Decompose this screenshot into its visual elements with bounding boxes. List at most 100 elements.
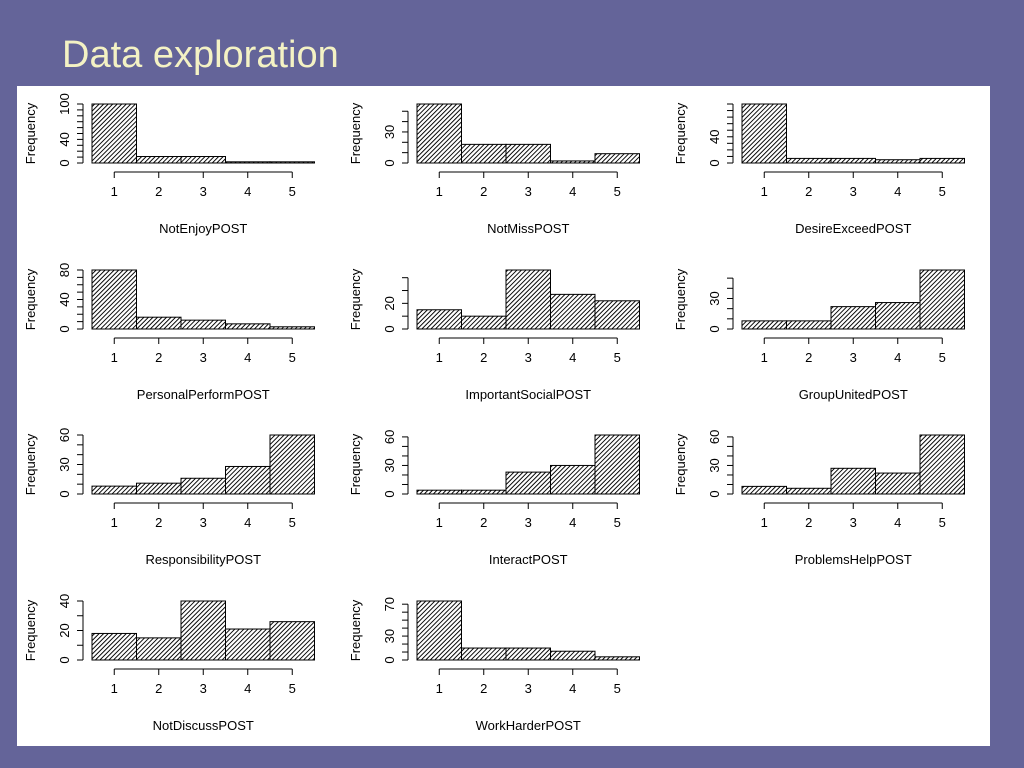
slide-title: Data exploration (62, 34, 339, 76)
histogram-bar (180, 600, 226, 661)
histogram-bar (919, 157, 965, 164)
histogram-bar (594, 300, 640, 330)
histogram-bar (741, 320, 787, 330)
y-tick-label: 80 (57, 263, 72, 277)
y-tick-label: 70 (382, 597, 397, 611)
histogram-bar (786, 487, 832, 495)
histogram-bar (875, 472, 921, 495)
histogram-bar (136, 156, 182, 164)
x-axis-label: InteractPOST (489, 552, 568, 567)
x-tick-label: 1 (761, 515, 768, 530)
x-tick-label: 4 (569, 350, 576, 365)
histogram-bar (136, 482, 182, 495)
x-axis-label: ProblemsHelpPOST (795, 552, 912, 567)
x-tick-label: 2 (805, 184, 812, 199)
x-tick-label: 3 (850, 515, 857, 530)
histogram-bar (180, 477, 226, 495)
x-tick-label: 5 (939, 184, 946, 199)
y-tick-label: 0 (707, 490, 722, 497)
y-axis-label: Frequency (23, 268, 38, 330)
x-axis-label: NotEnjoyPOST (159, 221, 247, 236)
x-tick-label: 1 (111, 184, 118, 199)
y-axis-label: Frequency (673, 102, 688, 164)
x-tick-label: 3 (525, 515, 532, 530)
y-axis-label: Frequency (23, 102, 38, 164)
y-tick-label: 0 (57, 325, 72, 332)
histogram-bar (180, 156, 226, 164)
histogram-bar (136, 637, 182, 661)
histogram-bar (461, 647, 507, 661)
y-tick-label: 30 (57, 457, 72, 471)
histogram-bar (461, 315, 507, 330)
histogram-bar (180, 319, 226, 330)
y-tick-label: 30 (707, 458, 722, 472)
histogram-bar (550, 293, 596, 330)
histogram-bar (786, 320, 832, 330)
y-tick-label: 0 (707, 159, 722, 166)
y-tick-label: 60 (707, 430, 722, 444)
x-tick-label: 4 (244, 515, 251, 530)
x-tick-label: 4 (244, 184, 251, 199)
y-tick-label: 20 (57, 623, 72, 637)
plot-panel: 1 2 3 4 5 NotEnjoyPOST 0 40 100 Frequency 1 2 3 4 5 Not… (17, 86, 990, 746)
histogram-bar (875, 302, 921, 330)
histogram-bar (269, 621, 315, 661)
y-tick-label: 0 (382, 159, 397, 166)
x-tick-label: 3 (850, 350, 857, 365)
y-tick-label: 0 (382, 490, 397, 497)
histogram-bar (136, 316, 182, 330)
x-axis-label: WorkHarderPOST (476, 718, 581, 733)
histogram-InteractPOST: 1 2 3 4 5 InteractPOST 0 30 60 Frequency (348, 430, 640, 567)
histogram-bar (225, 161, 271, 164)
histogram-bar (594, 656, 640, 661)
histogram-bar (416, 309, 462, 330)
x-tick-label: 2 (155, 184, 162, 199)
histogram-NotEnjoyPOST: 1 2 3 4 5 NotEnjoyPOST 0 40 100 Frequency (23, 93, 315, 236)
histogram-bar (269, 161, 315, 164)
x-tick-label: 4 (894, 184, 901, 199)
x-axis-label: GroupUnitedPOST (799, 387, 908, 402)
x-axis-label: NotDiscussPOST (153, 718, 254, 733)
y-tick-label: 0 (707, 325, 722, 332)
x-tick-label: 1 (111, 681, 118, 696)
x-tick-label: 2 (480, 184, 487, 199)
y-tick-label: 0 (57, 490, 72, 497)
y-tick-label: 60 (57, 428, 72, 442)
x-axis-label: PersonalPerformPOST (137, 387, 270, 402)
histogram-bar (225, 465, 271, 495)
histogram-bar (550, 160, 596, 164)
histogram-bar (741, 485, 787, 495)
x-tick-label: 1 (436, 515, 443, 530)
histogram-bar (91, 103, 137, 164)
y-tick-label: 0 (57, 656, 72, 663)
y-tick-label: 0 (57, 159, 72, 166)
x-tick-label: 2 (805, 350, 812, 365)
histogram-bar (594, 434, 640, 495)
y-tick-label: 40 (57, 594, 72, 608)
x-tick-label: 5 (289, 681, 296, 696)
x-tick-label: 1 (436, 184, 443, 199)
histogram-bar (91, 632, 137, 661)
x-tick-label: 1 (436, 681, 443, 696)
histogram-bar (91, 485, 137, 495)
x-tick-label: 4 (569, 515, 576, 530)
x-tick-label: 3 (200, 681, 207, 696)
histogram-bar (550, 464, 596, 495)
y-tick-label: 0 (382, 325, 397, 332)
x-tick-label: 5 (614, 681, 621, 696)
histogram-bar (875, 159, 921, 164)
x-tick-label: 4 (244, 350, 251, 365)
x-tick-label: 1 (761, 184, 768, 199)
x-axis-label: DesireExceedPOST (795, 221, 911, 236)
x-tick-label: 1 (436, 350, 443, 365)
x-tick-label: 2 (480, 681, 487, 696)
y-axis-label: Frequency (673, 433, 688, 495)
y-tick-label: 40 (707, 130, 722, 144)
histogram-bar (91, 269, 137, 330)
x-tick-label: 2 (155, 515, 162, 530)
x-tick-label: 3 (525, 681, 532, 696)
histogram-ResponsibilityPOST: 1 2 3 4 5 ResponsibilityPOST 0 30 60 Frequency (23, 428, 315, 567)
y-axis-label: Frequency (673, 268, 688, 330)
x-axis-label: NotMissPOST (487, 221, 569, 236)
y-tick-label: 30 (382, 458, 397, 472)
